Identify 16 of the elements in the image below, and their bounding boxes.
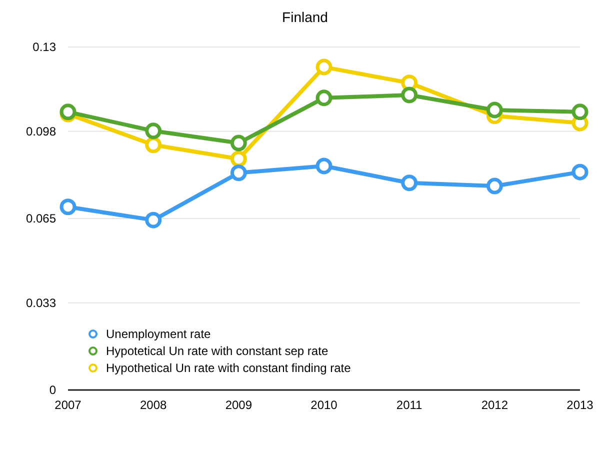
legend-label: Hypothetical Un rate with constant finding rate bbox=[106, 361, 352, 375]
y-tick-label: 0.13 bbox=[32, 40, 56, 54]
x-tick-label: 2009 bbox=[225, 398, 252, 412]
x-tick-label: 2011 bbox=[396, 398, 423, 412]
x-tick-label: 2007 bbox=[54, 398, 82, 412]
y-tick-label: 0 bbox=[49, 383, 56, 397]
x-tick-label: 2012 bbox=[481, 398, 508, 412]
y-tick-label: 0.033 bbox=[26, 296, 56, 310]
legend-label: Unemployment rate bbox=[106, 327, 212, 341]
y-tick-label: 0.098 bbox=[26, 124, 56, 138]
x-tick-label: 2008 bbox=[140, 398, 168, 412]
y-tick-label: 0.065 bbox=[26, 212, 56, 226]
legend-label: Hypotetical Un rate with constant sep rate bbox=[106, 344, 328, 358]
chart-title: Finland bbox=[282, 9, 328, 25]
x-tick-label: 2013 bbox=[566, 398, 594, 412]
x-tick-label: 2010 bbox=[310, 398, 338, 412]
